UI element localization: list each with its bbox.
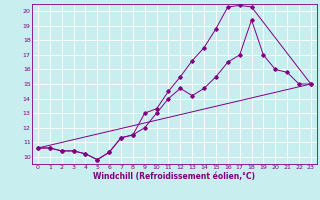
X-axis label: Windchill (Refroidissement éolien,°C): Windchill (Refroidissement éolien,°C)	[93, 172, 255, 181]
